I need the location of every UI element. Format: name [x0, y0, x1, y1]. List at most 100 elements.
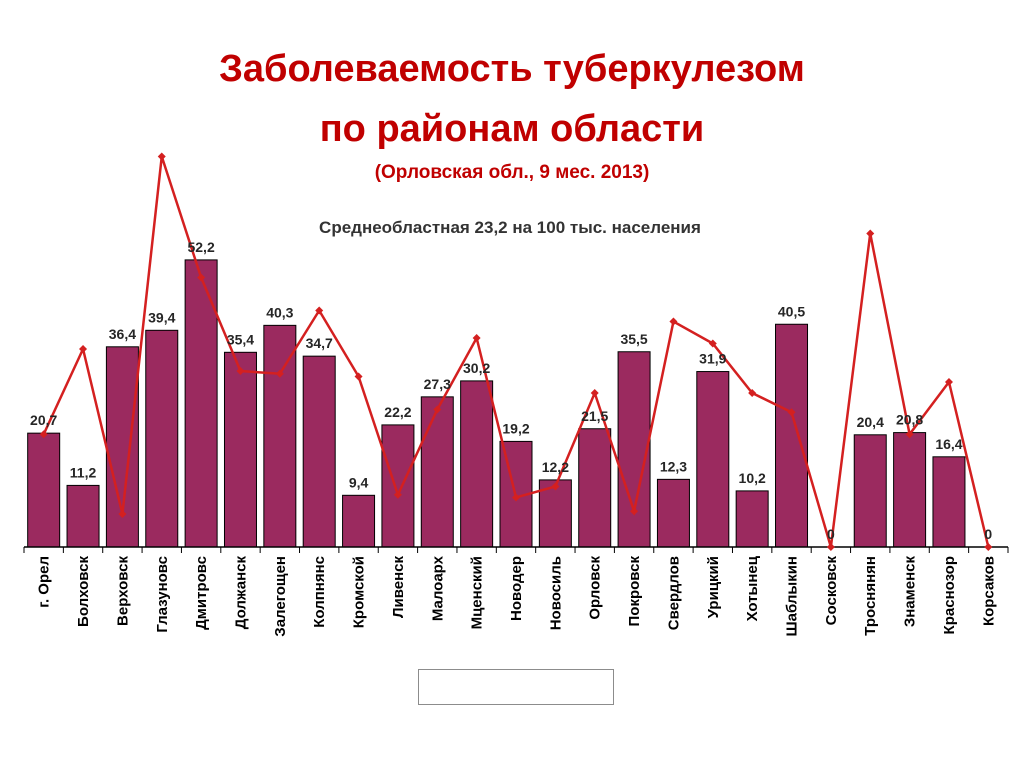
bar-2013	[27, 432, 61, 548]
data-label-2013: 20,7	[30, 412, 57, 428]
category-label: Залегощен	[272, 556, 289, 637]
chart-title: Среднеобластная 23,2 на 100 тыс. населен…	[319, 218, 701, 237]
point-2012	[118, 510, 127, 518]
point-2012	[512, 493, 520, 502]
data-label-2013: 10,2	[739, 470, 766, 486]
bar-2013	[617, 351, 651, 548]
point-2012	[354, 372, 363, 381]
category-label: Покровск	[626, 556, 643, 627]
category-label: Знаменск	[902, 556, 919, 628]
point-2012	[630, 507, 639, 516]
point-2012	[748, 389, 757, 397]
point-2012	[826, 543, 835, 551]
category-label: г. Орел	[36, 556, 53, 608]
point-2012	[433, 405, 442, 414]
category-label: Корсаков	[980, 556, 997, 626]
data-label-2013: 19,2	[502, 420, 529, 436]
point-2012	[984, 543, 993, 551]
bar-2013	[66, 484, 100, 548]
bar-2013	[381, 424, 415, 548]
data-label-2013: 35,4	[227, 331, 254, 347]
bar-2013	[853, 434, 887, 548]
category-label: Новосиль	[547, 556, 564, 630]
category-label: Хотынец	[744, 555, 761, 621]
data-label-2013: 34,7	[306, 335, 333, 351]
point-2012	[472, 334, 481, 342]
bar-2013	[302, 355, 336, 548]
data-label-2013: 31,9	[699, 351, 726, 367]
data-label-2013: 39,4	[148, 309, 175, 325]
bar-2013	[775, 323, 809, 548]
point-2012	[944, 378, 953, 386]
bar-2013	[932, 456, 966, 548]
category-label: Ливенск	[390, 556, 407, 619]
bar-2013	[696, 371, 730, 548]
data-label-2013: 12,2	[542, 459, 569, 475]
category-label: Свердлов	[665, 556, 682, 630]
data-label-2013: 0	[984, 526, 992, 542]
point-2012	[197, 273, 206, 282]
bar-2013	[223, 351, 257, 548]
category-label: Сосковск	[823, 556, 840, 626]
point-2012	[590, 389, 599, 397]
category-label: Новодер	[508, 556, 525, 621]
bar-2013	[735, 490, 769, 548]
data-label-2013: 9,4	[349, 474, 369, 490]
bar-2013	[578, 428, 612, 548]
point-2012	[669, 317, 678, 326]
bar-2013	[893, 432, 927, 548]
title-line-1: Заболеваемость туберкулезом	[219, 48, 805, 90]
data-label-2013: 22,2	[384, 404, 411, 420]
point-2012	[866, 229, 875, 238]
point-2012	[787, 408, 796, 417]
point-2012	[393, 490, 402, 499]
subtitle: (Орловская обл., 9 мес. 2013)	[374, 162, 650, 183]
category-label: Малоарх	[429, 555, 446, 621]
category-label: Шаблыкин	[784, 556, 801, 636]
category-label: Верховск	[114, 556, 131, 626]
point-2012	[275, 369, 284, 378]
bar-2013	[656, 478, 690, 548]
data-label-2013: 11,2	[70, 464, 97, 480]
category-label: Орловск	[587, 556, 604, 620]
category-label: Глазуновс	[154, 556, 171, 633]
point-2012	[236, 367, 245, 375]
category-label: Должанск	[232, 556, 249, 630]
data-label-2013: 12,3	[660, 458, 687, 474]
chart-legend	[418, 669, 614, 705]
data-label-2013: 40,5	[778, 303, 805, 319]
point-2012	[708, 339, 717, 348]
category-label: Кромской	[351, 556, 368, 628]
data-label-2013: 0	[827, 526, 835, 542]
bar-2013	[460, 380, 494, 548]
data-label-2013: 52,2	[187, 239, 214, 255]
data-label-2013: 27,3	[424, 376, 451, 392]
data-label-2013: 20,4	[857, 414, 884, 430]
category-label: Болховск	[75, 556, 92, 627]
category-label: Колпнянс	[311, 556, 328, 628]
bar-2013	[145, 329, 179, 548]
point-2012	[905, 430, 914, 439]
data-label-2013: 21,5	[581, 408, 608, 424]
point-2012	[79, 345, 88, 353]
point-2012	[39, 430, 48, 439]
point-2012	[315, 306, 324, 315]
data-label-2013: 40,3	[266, 304, 293, 320]
point-2012	[551, 482, 560, 491]
category-label: Краснозор	[941, 556, 958, 634]
bar-2013	[420, 396, 454, 548]
category-label: Мценский	[469, 556, 486, 629]
title-line-2: по районам области	[319, 108, 705, 150]
data-label-2013: 36,4	[109, 326, 136, 342]
bar-2013	[184, 259, 218, 548]
bar-2013	[263, 324, 297, 548]
category-label: Урицкий	[705, 556, 722, 618]
data-label-2013: 16,4	[935, 436, 962, 452]
category-label: Троснянян	[862, 556, 879, 636]
bar-2013	[342, 494, 376, 548]
data-label-2013: 20,8	[896, 412, 923, 428]
data-label-2013: 30,2	[463, 360, 490, 376]
data-label-2013: 35,5	[620, 331, 647, 347]
category-label: Дмитровс	[193, 556, 210, 630]
